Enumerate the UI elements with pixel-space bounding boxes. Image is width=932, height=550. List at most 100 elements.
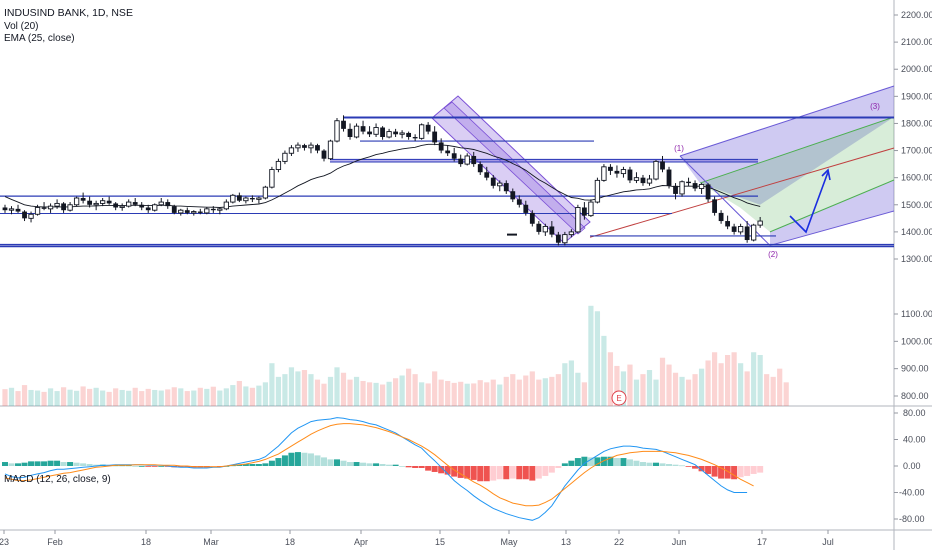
price-tick-label: 2000.00 [901,64,932,74]
candle [152,203,158,212]
volume-bar [295,371,301,406]
volume-bar [308,374,314,406]
projection-arrowhead [821,168,831,181]
macd-histogram-bar [744,466,751,476]
candle-body-down [184,210,190,213]
volume-bar [340,372,347,406]
macd-histogram-bar [425,466,432,471]
volume-bar [627,364,633,406]
time-tick-label: 18 [141,537,151,547]
candle [249,195,255,203]
price-tick-label: 2100.00 [901,37,932,47]
candle [562,231,568,246]
candle-body-down [321,150,327,159]
candle [646,174,653,186]
macd-histogram-bar [8,463,15,466]
candle [432,126,438,146]
volume-legend[interactable]: Vol (20) [4,21,39,32]
volume-bar [484,382,490,406]
volume-bar [738,363,744,406]
candle-body-up [588,201,594,217]
volume-bar [47,388,54,406]
candle [633,172,640,184]
candle-body-down [171,206,177,213]
volume-bar [711,352,718,406]
macd-histogram-bar [496,466,503,480]
macd-histogram-bar [646,462,653,466]
candle [295,142,301,152]
candle-body-down [302,145,307,148]
macd-histogram-bar [477,466,484,482]
candle-body-up [562,234,568,244]
macd-histogram-bar [516,466,523,480]
candle [614,165,620,178]
volume-bar [236,380,242,406]
candle-body-up [178,209,184,214]
volume-bar [34,390,41,406]
earnings-marker: E [611,390,627,406]
macd-legend[interactable]: MACD (12, 26, close, 9) [4,474,111,485]
candle [34,204,41,216]
candle-body-down [666,169,672,186]
macd-histogram-bar [731,466,738,480]
volume-bar [217,390,223,406]
pitchfork-inner-upper [700,117,894,208]
volume-bar [54,391,60,406]
candle [679,180,685,197]
volume-bar [28,389,34,406]
macd-histogram-bar [405,466,412,468]
volume-bar [262,382,268,406]
price-tick-label: 1900.00 [901,91,932,101]
symbol-legend[interactable]: INDUSIND BANK, 1D, NSE [4,7,133,19]
time-tick-label: 15 [435,537,445,547]
ema-legend[interactable]: EMA (25, close) [4,33,75,44]
candle [458,154,464,167]
macd-histogram-bar [639,462,646,466]
candle [731,223,737,235]
candle-body-down [412,137,418,139]
candle-body-down [712,199,717,213]
macd-histogram-bar [366,463,373,466]
volume-bar [100,390,106,406]
macd-histogram-bar [275,458,282,466]
macd-histogram-bar [587,457,594,466]
candle [757,216,763,228]
candle [620,166,627,178]
volume-bar [542,378,548,406]
candle [139,202,145,211]
candle [516,195,522,208]
candle [80,192,86,204]
candle [262,185,269,200]
volume-bar [132,387,138,406]
macd-histogram-bar [724,466,731,479]
candle [653,160,659,181]
macd-histogram-bar [444,466,451,475]
candle [503,180,509,194]
volume-bar [21,385,28,406]
volume-bar [757,355,763,406]
candle-body-up [373,127,379,135]
candle-body-down [549,226,555,235]
volume-bar [393,378,399,406]
price-tick-label: 1300.00 [901,254,932,264]
candle-body-down [458,158,464,165]
candle-body-up [751,224,757,241]
candle [275,158,282,173]
candle-body-down [516,199,522,205]
volume-bar [692,374,698,406]
candle-body-up [653,160,659,180]
candle [353,123,360,139]
candle-body-down [367,131,372,135]
candle [725,215,731,230]
time-tick-label: Feb [47,537,63,547]
candle-body-down [106,200,112,204]
macd-histogram-bar [568,460,575,466]
volume-bar [516,379,522,406]
volume-bar [783,382,789,406]
candle [360,120,366,135]
volume-bar [165,389,171,406]
macd-histogram-bar [184,466,191,468]
volume-bar [282,374,288,406]
macd-histogram-bar [236,464,243,466]
